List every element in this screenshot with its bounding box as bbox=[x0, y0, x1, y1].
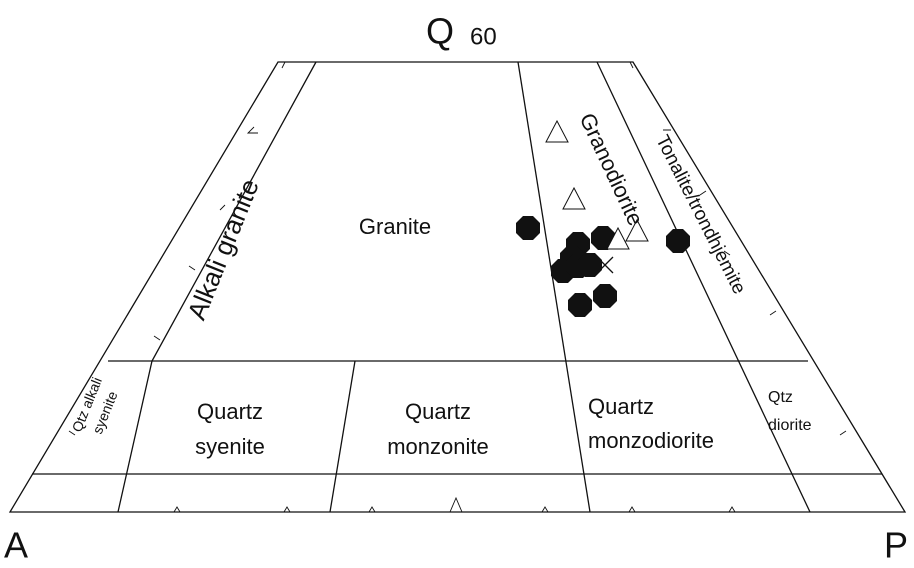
field-label: syenite bbox=[195, 434, 265, 459]
alkali-boundary bbox=[117, 61, 317, 513]
sample-triangles bbox=[545, 119, 649, 250]
field-label: Quartz bbox=[588, 394, 654, 419]
apex-q: Q bbox=[426, 11, 454, 52]
sample-point bbox=[625, 218, 649, 242]
monzonite-boundary bbox=[329, 360, 356, 513]
apex-a: A bbox=[4, 525, 28, 566]
field-label: Tonalite/trondhjemite bbox=[651, 132, 749, 298]
tonalite-boundary bbox=[596, 61, 811, 513]
sample-point bbox=[562, 186, 586, 210]
sample-octagons bbox=[516, 216, 690, 317]
sample-point bbox=[606, 226, 630, 250]
field-label: Qtz bbox=[768, 389, 793, 406]
sample-point bbox=[578, 253, 602, 277]
granite-boundary bbox=[517, 61, 591, 513]
field-label: Quartz bbox=[405, 399, 471, 424]
tick-marks bbox=[68, 61, 847, 513]
apex-q-value: 60 bbox=[470, 23, 497, 50]
field-label: monzodiorite bbox=[588, 428, 714, 453]
samples bbox=[516, 119, 690, 317]
sample-point bbox=[568, 293, 592, 317]
sample-point bbox=[516, 216, 540, 240]
sample-cross bbox=[596, 256, 614, 274]
sample-point bbox=[545, 119, 569, 143]
field-label: Quartz bbox=[197, 399, 263, 424]
field-label: Granite bbox=[359, 214, 431, 239]
sample-point bbox=[591, 226, 615, 250]
apex-p: P bbox=[884, 525, 908, 566]
field-label: monzonite bbox=[387, 434, 489, 459]
field-label: diorite bbox=[768, 417, 812, 434]
field-label: Granodiorite bbox=[575, 109, 649, 229]
outline bbox=[8, 61, 907, 513]
field-label: Alkali granite bbox=[181, 175, 265, 324]
sample-point bbox=[593, 284, 617, 308]
sample-point bbox=[666, 229, 690, 253]
field-boundaries bbox=[8, 61, 907, 513]
